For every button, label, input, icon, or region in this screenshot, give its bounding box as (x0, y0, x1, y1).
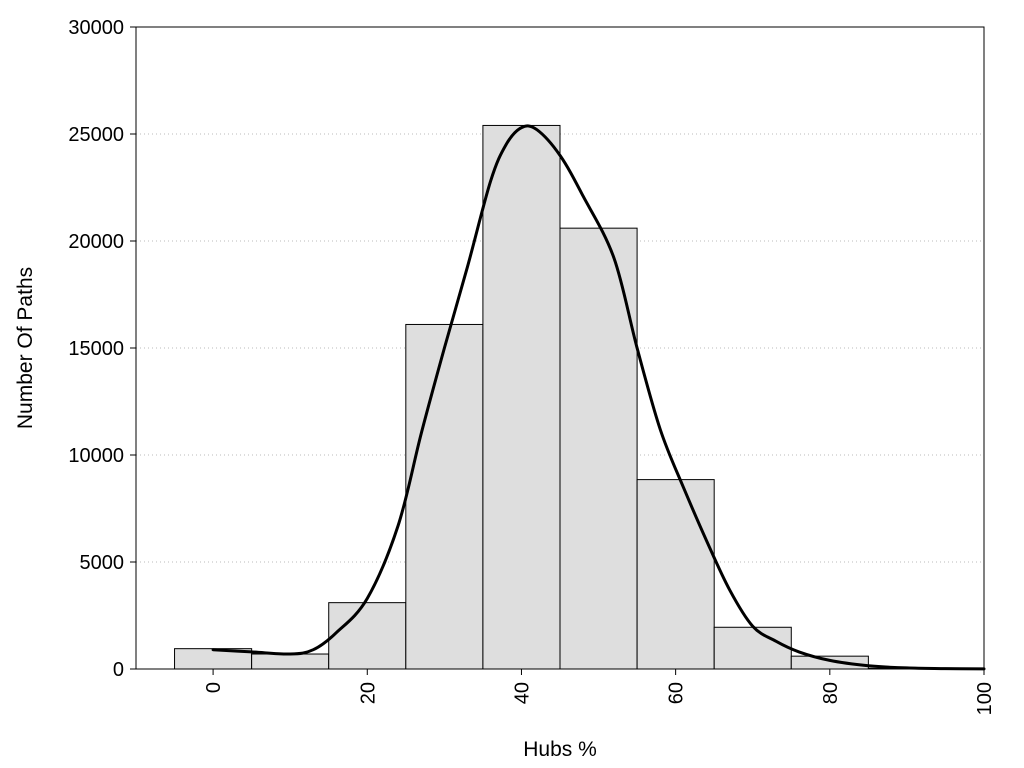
y-tick-label: 30000 (68, 17, 124, 39)
histogram-bar (328, 602, 407, 670)
y-tick-label: 15000 (68, 338, 124, 360)
y-tick-label: 25000 (68, 124, 124, 146)
y-tick-label: 10000 (68, 445, 124, 467)
x-tick-label: 100 (974, 682, 996, 715)
y-tick-label: 5000 (80, 552, 125, 574)
histogram-bar (559, 227, 638, 670)
histogram-bar (790, 655, 869, 670)
density-curve (211, 124, 986, 671)
histogram-bar (251, 653, 330, 670)
histogram-bars (174, 124, 946, 670)
y-axis-ticks: 0 5000 10000 15000 20000 25000 30000 (68, 17, 136, 681)
x-tick-label: 60 (666, 682, 688, 704)
x-tick-label: 20 (357, 682, 379, 704)
histogram-bar (713, 626, 792, 670)
histogram-bar (482, 124, 561, 670)
x-tick-label: 80 (820, 682, 842, 704)
histogram-bar (636, 479, 715, 670)
x-tick-label: 0 (203, 682, 225, 693)
x-tick-label: 40 (512, 682, 534, 704)
x-axis-ticks: 0 20 40 60 80 100 (203, 669, 996, 715)
y-tick-label: 20000 (68, 231, 124, 253)
y-tick-label: 0 (113, 659, 124, 681)
density-curve-layer (211, 124, 986, 671)
histogram-bar (405, 323, 484, 670)
y-axis-title: Number Of Paths (14, 267, 37, 429)
x-axis-title: Hubs % (523, 738, 597, 761)
